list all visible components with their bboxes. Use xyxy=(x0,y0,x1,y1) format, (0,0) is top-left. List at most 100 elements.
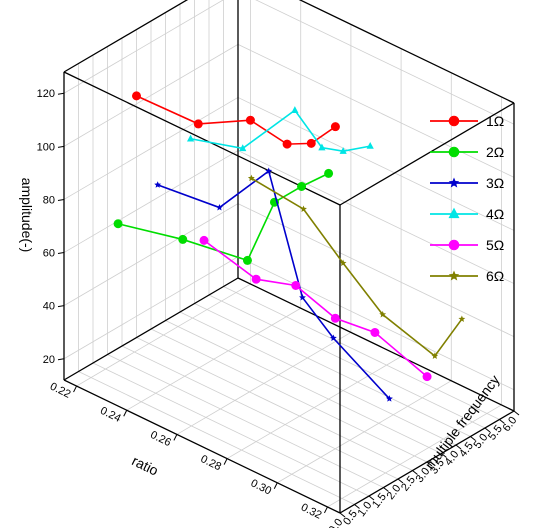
y-tick-mark xyxy=(383,487,389,492)
data-point xyxy=(330,313,340,323)
legend-label: 1Ω xyxy=(486,113,504,129)
data-point xyxy=(385,395,393,402)
data-point xyxy=(431,352,439,359)
data-point xyxy=(251,274,261,284)
z-tick-label: 40 xyxy=(43,301,55,313)
legend-label: 2Ω xyxy=(486,144,504,160)
data-point xyxy=(370,327,380,337)
y-tick-mark xyxy=(354,504,360,509)
grid-line xyxy=(63,150,239,253)
data-point xyxy=(318,143,326,151)
z-tick-mark xyxy=(57,358,65,361)
data-point xyxy=(247,174,255,182)
x-tick-mark xyxy=(223,458,228,465)
data-point xyxy=(299,293,306,301)
legend-item: 6Ω xyxy=(430,268,504,284)
data-point xyxy=(379,310,387,318)
legend-marker xyxy=(448,146,460,158)
legend-label: 5Ω xyxy=(486,237,504,253)
z-tick-label: 20 xyxy=(43,354,55,366)
data-point xyxy=(132,91,142,101)
axes-box xyxy=(63,0,515,514)
x-tick-label: 0.30 xyxy=(249,477,274,497)
data-point xyxy=(366,141,374,149)
data-point xyxy=(297,181,307,191)
series-1 xyxy=(132,91,340,149)
box-edge xyxy=(63,379,341,514)
y-tick-label: 0.0 xyxy=(327,517,346,528)
y-tick-mark xyxy=(397,478,404,484)
x-tick-label: 0.32 xyxy=(299,501,324,521)
grid-line xyxy=(63,97,239,200)
z-tick-label: 60 xyxy=(43,248,55,260)
z-tick-mark xyxy=(57,305,65,308)
series-line xyxy=(117,172,329,262)
y-tick-mark xyxy=(368,495,375,501)
legend-marker xyxy=(448,239,460,251)
grid-line xyxy=(107,354,384,488)
data-point xyxy=(422,372,432,382)
grid-line xyxy=(136,337,413,471)
series-5 xyxy=(199,235,432,382)
z-tick-mark xyxy=(57,92,65,95)
series-3 xyxy=(154,167,393,402)
series-line xyxy=(157,169,390,400)
y-tick-mark xyxy=(499,419,505,424)
grid-line xyxy=(179,311,457,446)
grid-line xyxy=(63,43,239,147)
legend-label: 4Ω xyxy=(486,206,504,222)
y-tick-mark xyxy=(470,436,476,441)
grid-line xyxy=(237,43,515,178)
data-point xyxy=(193,119,203,129)
z-axis-title: amplitude(-) xyxy=(19,178,35,253)
data-point xyxy=(242,255,252,265)
legend-marker xyxy=(448,115,460,127)
z-tick-label: 100 xyxy=(37,141,55,153)
series-6 xyxy=(247,174,466,359)
data-point xyxy=(329,334,337,342)
data-point xyxy=(324,168,334,178)
grid-line xyxy=(255,0,515,125)
grid-line xyxy=(208,294,486,429)
data-point xyxy=(330,122,340,132)
legend-item: 3Ω xyxy=(430,175,504,191)
data-point xyxy=(245,115,255,125)
data-point xyxy=(306,138,316,148)
data-point xyxy=(113,219,123,229)
x-tick-mark xyxy=(123,410,128,417)
legend-label: 3Ω xyxy=(486,175,504,191)
x-axis-title: ratio xyxy=(129,452,161,478)
legend-marker xyxy=(448,270,460,281)
x-tick-mark xyxy=(73,385,77,393)
y-tick-mark xyxy=(339,512,346,518)
data-point xyxy=(186,134,195,142)
grid-line xyxy=(121,345,399,480)
data-point xyxy=(154,181,162,188)
data-point xyxy=(282,139,292,149)
z-tick-label: 120 xyxy=(37,88,55,100)
series-line xyxy=(136,95,336,145)
y-tick-mark xyxy=(513,410,520,416)
grid-line xyxy=(223,286,500,420)
legend-label: 6Ω xyxy=(486,268,504,284)
data-point xyxy=(265,167,273,175)
data-point xyxy=(300,205,307,213)
y-tick-mark xyxy=(484,427,491,433)
data-point xyxy=(178,234,188,244)
grid-line xyxy=(237,150,515,284)
box-edge xyxy=(339,102,515,206)
legend-marker xyxy=(448,207,460,219)
z-tick-mark xyxy=(57,145,65,148)
y-tick-mark xyxy=(426,461,433,467)
series-line xyxy=(190,109,371,153)
data-point xyxy=(216,203,223,211)
x-tick-label: 0.24 xyxy=(98,405,123,425)
x-tick-label: 0.26 xyxy=(148,429,173,449)
data-point xyxy=(458,315,466,322)
grid-line xyxy=(63,203,239,307)
legend-marker xyxy=(448,177,460,188)
box-edge xyxy=(237,277,515,412)
grid-line xyxy=(165,320,442,454)
series-layer xyxy=(113,91,466,402)
